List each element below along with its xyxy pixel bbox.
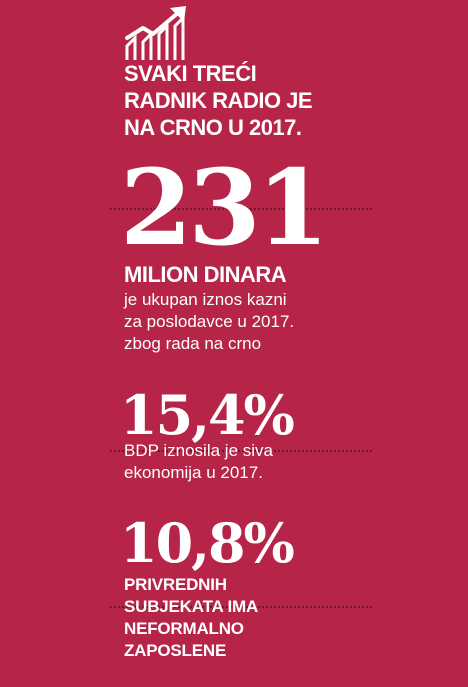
description-line: za poslodavce u 2017. [124,312,295,331]
description-line: NEFORMALNO [124,619,244,638]
description-line: ekonomija u 2017. [124,463,263,482]
dotted-divider [110,606,372,608]
headline-line: NA CRNO U 2017. [124,115,302,140]
stat-231-unit: MILION DINARA [124,262,287,287]
stat-gdp-description: BDP iznosila je siva ekonomija u 2017. [124,440,273,484]
dotted-divider [110,450,372,452]
description-line: PRIVREDNIH [124,575,227,594]
stat-231-value: 231 [120,146,329,269]
stat-companies-description: PRIVREDNIH SUBJEKATA IMA NEFORMALNO ZAPO… [124,574,258,662]
stat-231-description: je ukupan iznos kazni za poslodavce u 20… [124,289,294,355]
description-line: BDP iznosila je siva [124,441,273,460]
stat-gdp-value: 15,4% [120,383,295,447]
headline-line: RADNIK RADIO JE [124,88,313,113]
description-line: ZAPOSLENE [124,641,227,660]
headline: SVAKI TREĆI RADNIK RADIO JE NA CRNO U 20… [124,60,313,141]
trending-up-chart-icon [125,6,186,60]
headline-line: SVAKI TREĆI [124,61,257,86]
dotted-divider [110,208,372,210]
description-line: zbog rada na crno [124,334,262,353]
description-line: SUBJEKATA IMA [124,597,259,616]
stat-companies-value: 10,8% [120,511,295,575]
description-line: je ukupan iznos kazni [124,290,287,309]
